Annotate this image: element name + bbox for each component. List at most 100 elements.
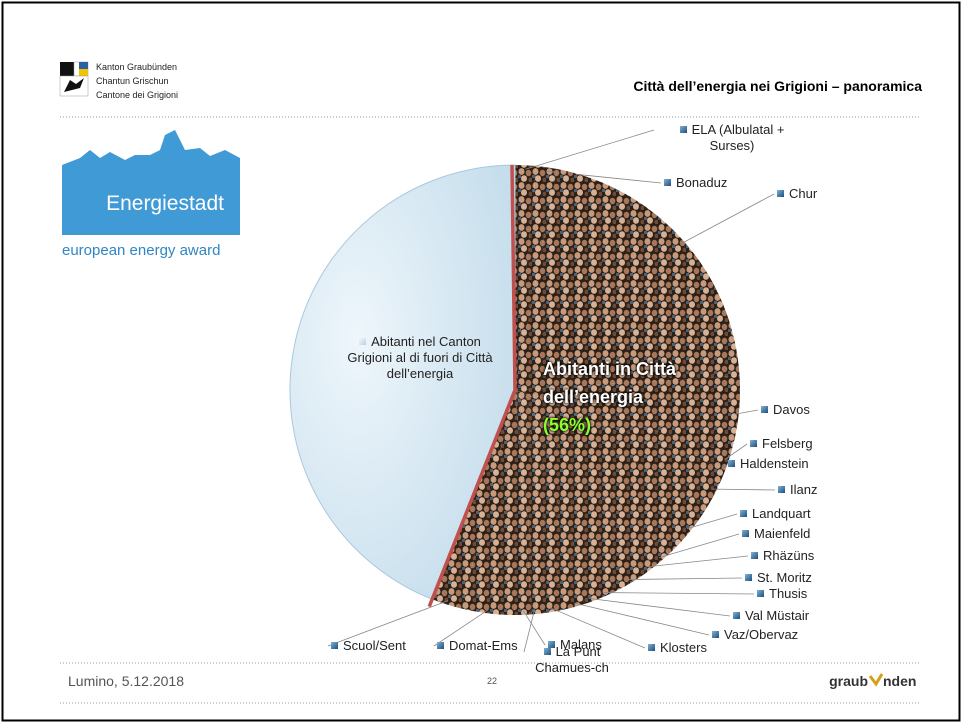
slice-label-text: Bonaduz — [676, 175, 728, 190]
slice-label-text: Domat-Ems — [449, 638, 518, 653]
leader-line — [647, 555, 749, 568]
slice-label-text: Davos — [773, 402, 810, 417]
leader-line — [550, 607, 646, 649]
pie-slice — [289, 164, 516, 600]
slice-label: Bonaduz — [664, 175, 727, 191]
legend-marker — [751, 552, 758, 559]
slice-label: Maienfeld — [742, 526, 810, 542]
slice-label-text: Landquart — [752, 506, 811, 521]
canton-crest — [59, 61, 89, 97]
legend-marker — [543, 648, 551, 655]
brand-end: nden — [883, 673, 916, 689]
legend-marker — [745, 574, 752, 581]
leader-line — [573, 602, 710, 636]
leader-line — [734, 409, 759, 415]
pie-slice — [515, 168, 740, 390]
legend-marker — [778, 486, 785, 493]
pie-slice — [515, 390, 615, 601]
slice-label: Landquart — [740, 506, 811, 522]
legend-marker — [664, 179, 671, 186]
slice-label-text: St. Moritz — [757, 570, 812, 585]
pie-slice — [515, 390, 538, 615]
legend-marker — [359, 338, 367, 345]
leader-line — [658, 533, 740, 558]
slice-label: Thusis — [757, 586, 807, 602]
canton-line: Chantun Grischun — [96, 76, 169, 86]
slice-label-text: Vaz/Obervaz — [724, 627, 799, 642]
leader-line — [724, 443, 748, 460]
slice-label-text: Thusis — [769, 586, 808, 601]
pie-slice — [515, 390, 726, 476]
leader-line — [433, 609, 489, 647]
legend-marker — [679, 126, 687, 133]
slice-label-text: ELA (Albulatal + Surses) — [691, 122, 785, 153]
slice-label: Vaz/Obervaz — [712, 627, 798, 643]
slice-label-text: Ilanz — [790, 482, 818, 497]
logo-tagline: european energy award — [62, 242, 220, 259]
canton-names: Kanton Graubünden Chantun Grischun Canto… — [96, 60, 178, 102]
legend-marker — [648, 644, 655, 651]
legend-marker — [757, 590, 764, 597]
leader-line — [588, 598, 731, 617]
legend-marker — [548, 641, 555, 648]
pie-slice — [515, 390, 655, 573]
pie-slice — [515, 390, 647, 592]
leader-line — [523, 610, 535, 653]
leader-line — [603, 592, 755, 595]
slice-label: Domat-Ems — [437, 638, 518, 654]
leader-line — [628, 577, 743, 580]
leader-line — [712, 488, 776, 491]
slice-label-text: Malans — [560, 637, 602, 652]
page-number: 22 — [487, 676, 497, 686]
slice-label-text: Felsberg — [762, 436, 813, 451]
slice-label: Ilanz — [778, 482, 817, 498]
pie-slice — [515, 390, 732, 469]
slice-label-text: Scuol/Sent — [343, 638, 406, 653]
slice-label-text: Rhäzüns — [763, 548, 815, 563]
pie-slice — [461, 390, 515, 615]
legend-marker — [712, 631, 719, 638]
brand-start: graub — [829, 673, 868, 689]
pie-slice — [515, 390, 670, 567]
slice-label: Malans — [548, 637, 602, 653]
slice-label: Chur — [777, 186, 817, 202]
legend-marker — [437, 642, 444, 649]
slice-label-text: Abitanti nel Canton Grigioni al di fuori… — [347, 334, 493, 381]
slice-label: Haldenstein — [728, 456, 809, 472]
pie-slice — [515, 390, 566, 614]
group-label: Abitanti in Città dell’energia (56%) — [543, 355, 693, 439]
pie-slice — [515, 165, 537, 390]
legend-marker — [728, 460, 735, 467]
legend-marker — [750, 440, 757, 447]
slice-label-text: Haldenstein — [740, 456, 809, 471]
slice-label-text: La Punt Chamues-ch — [535, 644, 609, 675]
slice-label: Scuol/Sent — [331, 638, 406, 654]
footer-place-date: Lumino, 5.12.2018 — [68, 673, 184, 689]
legend-marker — [742, 530, 749, 537]
slide-title: Città dell’energia nei Grigioni – panora… — [633, 78, 922, 94]
pie-slice — [515, 375, 741, 453]
energiestadt-logo: Energiestadt european energy award — [62, 130, 240, 259]
legend-marker — [331, 642, 338, 649]
pie-slice — [515, 390, 724, 506]
pie-slice — [515, 390, 532, 615]
slice-label: Davos — [761, 402, 810, 418]
pie-slice — [515, 390, 596, 604]
slice-label-text: Klosters — [660, 640, 707, 655]
group-label-text: Abitanti in Città dell’energia — [543, 359, 676, 407]
slice-label: Abitanti nel Canton Grigioni al di fuori… — [345, 334, 495, 382]
leader-line — [720, 463, 726, 471]
slice-label: Val Müstair — [733, 608, 809, 624]
canton-line: Kanton Graubünden — [96, 62, 178, 72]
leader-line — [327, 600, 449, 647]
group-value-label: (56%) — [543, 415, 592, 435]
legend-marker — [761, 406, 768, 413]
logo-name: Energiestadt — [106, 192, 224, 215]
slice-label-text: Chur — [789, 186, 818, 201]
legend-marker — [777, 190, 784, 197]
group-divider — [427, 164, 517, 608]
slice-label: Rhäzüns — [751, 548, 814, 564]
slice-label-text: Maienfeld — [754, 526, 811, 541]
